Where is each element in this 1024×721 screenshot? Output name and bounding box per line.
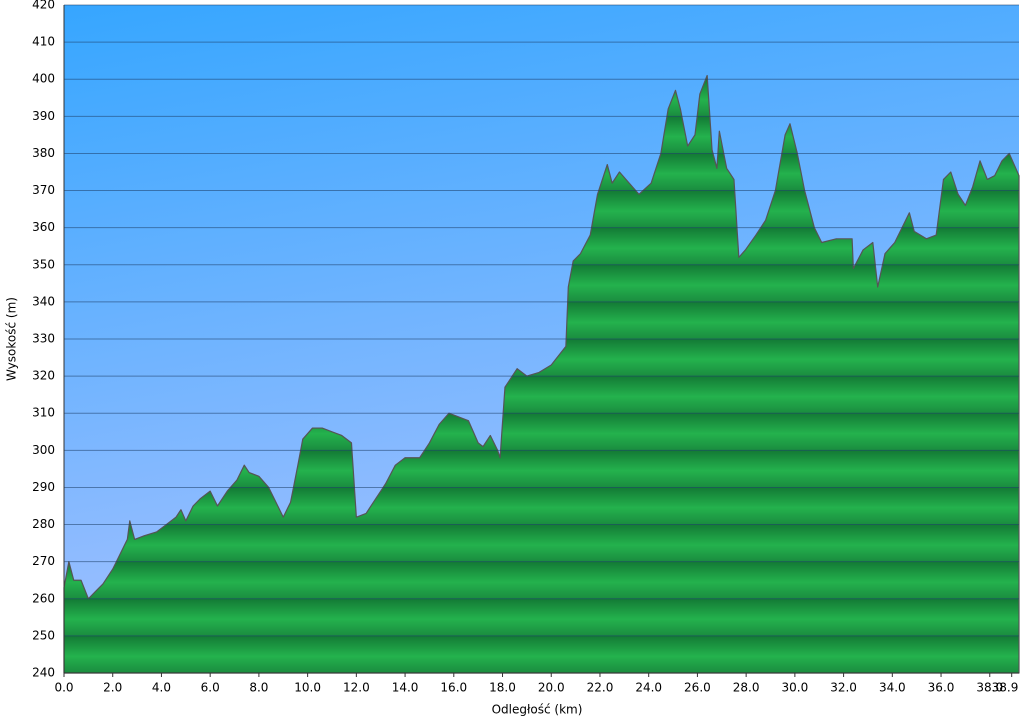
y-tick-label: 390 [32,109,55,123]
y-tick-label: 300 [32,443,55,457]
y-tick-label: 400 [32,72,55,86]
x-tick-label: 36.0 [928,681,955,695]
y-tick-label: 290 [32,480,55,494]
x-tick-label: 24.0 [635,681,662,695]
y-axis-label: Wysokość (m) [5,297,19,381]
x-tick-label: 26.0 [684,681,711,695]
x-tick-label: 8.0 [249,681,268,695]
y-tick-label: 360 [32,220,55,234]
y-tick-label: 260 [32,591,55,605]
y-tick-label: 410 [32,35,55,49]
x-tick-label: 16.0 [440,681,467,695]
y-tick-label: 420 [32,0,55,12]
y-tick-label: 330 [32,332,55,346]
x-tick-label: 30.0 [782,681,809,695]
x-tick-label: 4.0 [152,681,171,695]
y-tick-label: 240 [32,666,55,680]
x-tick-label: 38.9 [992,681,1019,695]
x-tick-label: 28.0 [733,681,760,695]
y-tick-label: 250 [32,628,55,642]
x-tick-label: 22.0 [587,681,614,695]
y-tick-label: 280 [32,517,55,531]
x-tick-label: 12.0 [343,681,370,695]
y-tick-label: 370 [32,183,55,197]
y-tick-label: 320 [32,369,55,383]
y-tick-label: 310 [32,406,55,420]
elevation-area [63,74,1020,674]
y-tick-label: 270 [32,554,55,568]
x-tick-label: 34.0 [879,681,906,695]
x-tick-label: 20.0 [538,681,565,695]
y-tick-label: 350 [32,257,55,271]
x-tick-label: 32.0 [830,681,857,695]
x-tick-label: 14.0 [392,681,419,695]
x-tick-label: 10.0 [294,681,321,695]
x-tick-label: 18.0 [489,681,516,695]
x-tick-label: 0.0 [54,681,73,695]
y-tick-label: 340 [32,294,55,308]
x-axis-label: Odległość (km) [492,703,583,717]
x-tick-label: 2.0 [103,681,122,695]
x-tick-label: 38.0 [976,681,1003,695]
y-tick-label: 380 [32,146,55,160]
x-tick-label: 6.0 [201,681,220,695]
